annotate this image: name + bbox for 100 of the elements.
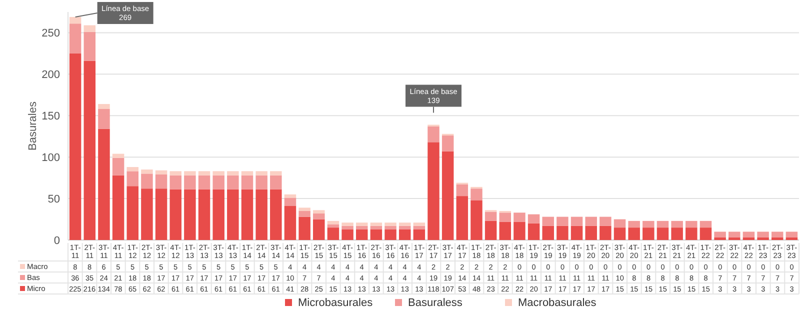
y-tick-label: 150 bbox=[42, 110, 60, 122]
bar bbox=[241, 189, 254, 240]
bar bbox=[384, 229, 396, 240]
bar bbox=[227, 175, 239, 190]
bar bbox=[84, 60, 96, 240]
bar bbox=[528, 223, 540, 240]
bar bbox=[728, 232, 740, 238]
bar bbox=[442, 136, 454, 152]
bar bbox=[470, 200, 482, 240]
bar bbox=[313, 219, 325, 240]
bar bbox=[284, 198, 296, 206]
bar bbox=[256, 175, 268, 190]
bar bbox=[398, 222, 411, 226]
bar bbox=[126, 171, 138, 186]
bar bbox=[227, 189, 239, 240]
bar bbox=[671, 220, 683, 228]
bar bbox=[126, 186, 138, 240]
bar bbox=[184, 171, 196, 176]
bar bbox=[298, 210, 310, 217]
legend-label: Macrobasurales bbox=[518, 297, 597, 309]
bar bbox=[69, 24, 82, 54]
bar bbox=[155, 170, 168, 174]
bar bbox=[69, 53, 82, 240]
bar bbox=[212, 175, 224, 190]
y-axis-title: Basurales bbox=[27, 101, 39, 150]
bar bbox=[342, 222, 354, 226]
bar bbox=[700, 220, 712, 228]
bar bbox=[155, 188, 168, 240]
bar bbox=[98, 128, 110, 240]
bar bbox=[528, 214, 540, 224]
bar bbox=[170, 175, 182, 190]
bar bbox=[542, 226, 554, 240]
bar bbox=[628, 220, 640, 228]
bar bbox=[112, 158, 124, 176]
bar bbox=[442, 151, 454, 240]
bar bbox=[184, 175, 196, 190]
bar bbox=[413, 229, 426, 240]
bar bbox=[212, 171, 224, 176]
y-tick-label: 0 bbox=[54, 234, 60, 247]
bar bbox=[428, 126, 440, 142]
bar bbox=[628, 228, 640, 240]
bar bbox=[84, 25, 96, 32]
y-tick-label: 250 bbox=[42, 28, 60, 40]
bar bbox=[542, 216, 554, 226]
legend-label: Basuraless bbox=[408, 297, 463, 309]
bar bbox=[642, 220, 654, 228]
bar bbox=[514, 212, 526, 222]
bar bbox=[686, 228, 698, 240]
bar bbox=[313, 210, 325, 214]
bar bbox=[570, 226, 583, 240]
bar bbox=[270, 171, 282, 176]
bar bbox=[470, 188, 482, 200]
bar bbox=[170, 189, 182, 240]
bar bbox=[227, 171, 239, 176]
bar bbox=[484, 220, 497, 240]
bar bbox=[98, 104, 110, 110]
bar bbox=[384, 226, 396, 230]
bar bbox=[585, 226, 597, 240]
bar bbox=[98, 109, 110, 129]
bar bbox=[700, 228, 712, 240]
bar bbox=[298, 216, 310, 240]
bar bbox=[241, 171, 254, 176]
bar bbox=[170, 171, 182, 176]
bar bbox=[155, 174, 168, 189]
bar bbox=[556, 226, 568, 240]
y-tick-label: 50 bbox=[48, 193, 60, 206]
bar bbox=[714, 232, 726, 238]
bar bbox=[313, 213, 325, 220]
bar bbox=[184, 189, 196, 240]
bar bbox=[585, 216, 597, 226]
bar bbox=[456, 184, 468, 196]
bar bbox=[270, 189, 282, 240]
bar bbox=[256, 171, 268, 176]
bar bbox=[198, 189, 210, 240]
bar bbox=[198, 171, 210, 176]
bar bbox=[284, 206, 296, 240]
bar bbox=[771, 232, 784, 238]
bar bbox=[786, 232, 798, 238]
bar bbox=[69, 16, 82, 24]
bar bbox=[342, 226, 354, 230]
bar bbox=[757, 232, 769, 238]
bar bbox=[484, 212, 497, 221]
bar bbox=[327, 224, 340, 228]
bar bbox=[514, 222, 526, 240]
bar bbox=[686, 220, 698, 228]
bar bbox=[656, 220, 669, 228]
bar bbox=[556, 216, 568, 226]
bar bbox=[671, 228, 683, 240]
bar bbox=[327, 228, 340, 240]
bar bbox=[298, 208, 310, 211]
y-tick-label: 100 bbox=[42, 152, 60, 164]
bar bbox=[212, 189, 224, 240]
bar bbox=[742, 232, 755, 238]
bar bbox=[456, 196, 468, 240]
bar bbox=[256, 189, 268, 240]
bar bbox=[112, 154, 124, 158]
bar bbox=[198, 175, 210, 190]
bar bbox=[356, 229, 368, 240]
bar bbox=[141, 174, 153, 189]
bar bbox=[656, 228, 669, 240]
